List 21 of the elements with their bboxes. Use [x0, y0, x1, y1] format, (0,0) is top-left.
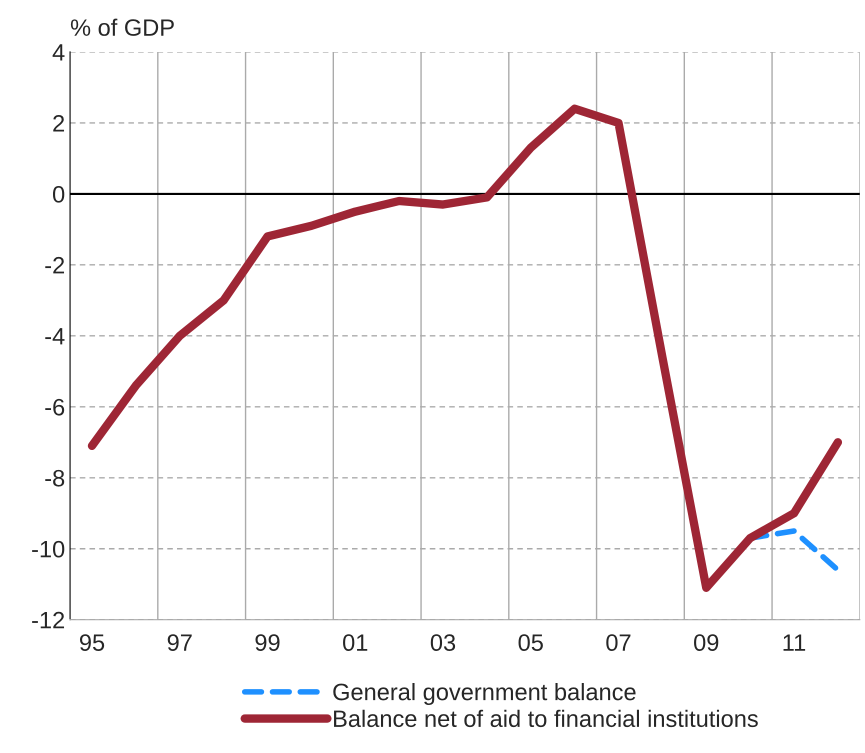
x-tick-label: 97 — [168, 634, 192, 651]
x-tick-label: 05 — [518, 634, 543, 651]
y-tick-label: 4 — [52, 44, 65, 61]
x-tick-label: 11 — [784, 634, 806, 651]
y-tick-label: -8 — [45, 470, 64, 487]
y-tick-label: -2 — [45, 256, 64, 274]
x-tick-label: 07 — [606, 634, 630, 651]
legend-label: Balance net of aid to financial institutions — [334, 710, 758, 728]
x-tick-label: 03 — [430, 634, 456, 651]
x-tick-label: 09 — [694, 634, 718, 651]
y-tick-label: 0 — [52, 186, 64, 203]
y-tick-label: -12 — [32, 612, 64, 628]
legend-label: General government balance — [333, 683, 636, 706]
x-tick-label: 95 — [80, 634, 104, 651]
y-axis-title: % of GDP — [70, 18, 174, 36]
y-tick-label: -10 — [32, 540, 64, 558]
y-tick-label: -6 — [45, 398, 64, 416]
x-tick-label: 99 — [255, 634, 280, 651]
y-tick-label: -4 — [45, 328, 65, 344]
y-tick-label: 2 — [53, 114, 64, 132]
x-tick-label: 01 — [343, 634, 368, 651]
